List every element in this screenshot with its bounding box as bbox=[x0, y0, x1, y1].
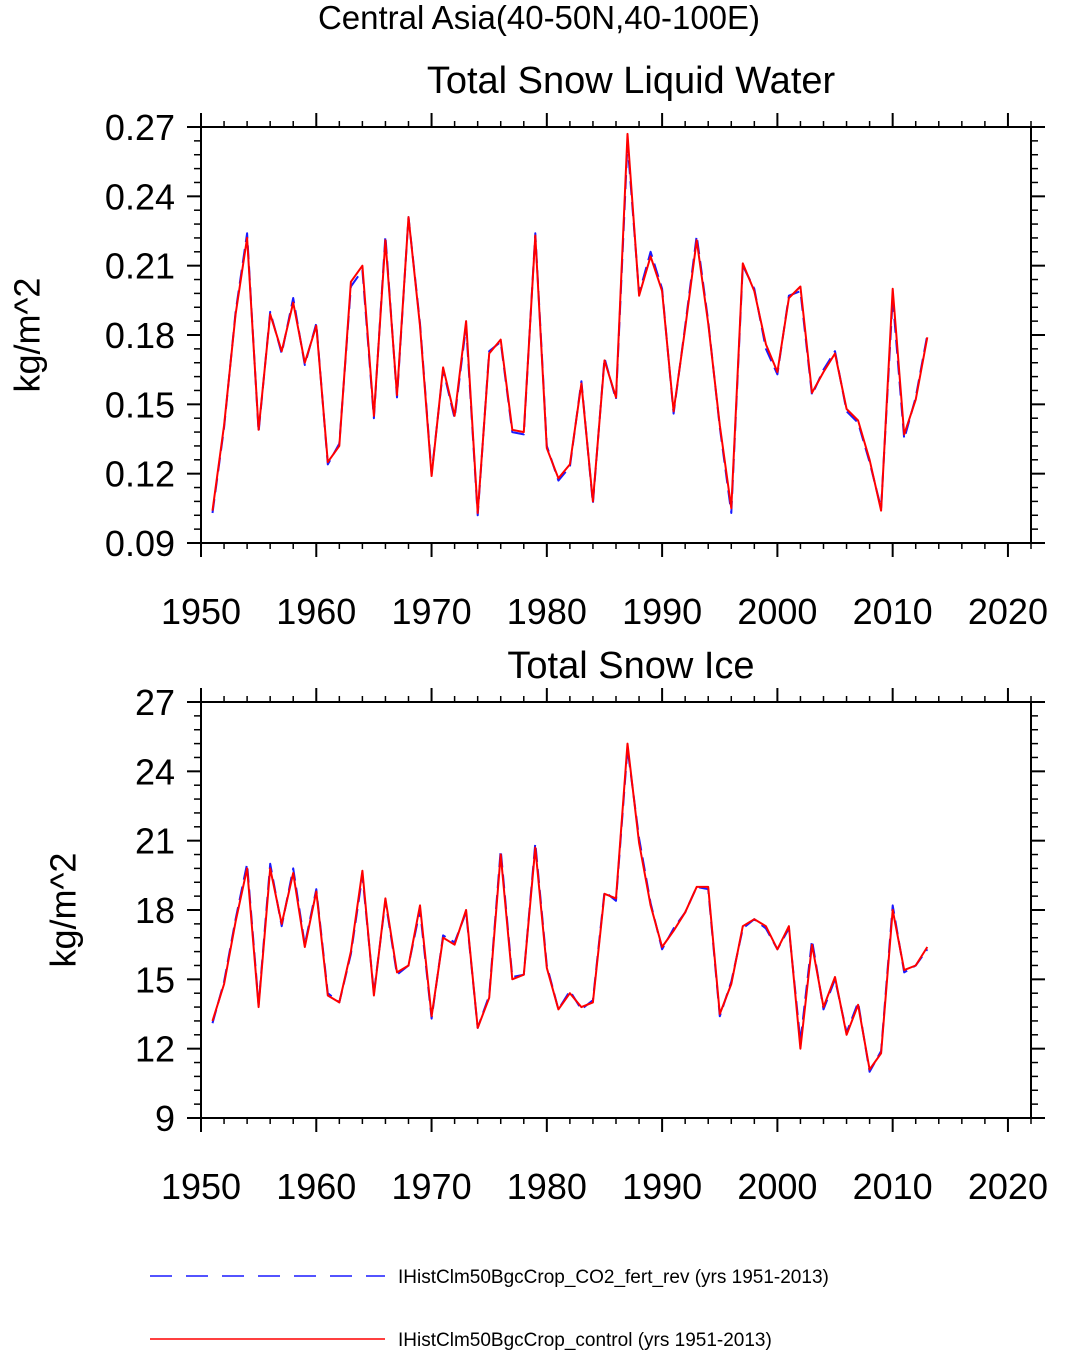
x-tick-label: 1980 bbox=[507, 1166, 587, 1207]
y-axis-label: kg/m^2 bbox=[43, 853, 84, 968]
y-tick-label: 0.15 bbox=[105, 384, 175, 425]
y-tick-label: 12 bbox=[135, 1029, 175, 1070]
x-tick-label: 1960 bbox=[276, 591, 356, 632]
y-tick-label: 27 bbox=[135, 682, 175, 723]
y-tick-label: 24 bbox=[135, 751, 175, 792]
x-tick-label: 1960 bbox=[276, 1166, 356, 1207]
x-tick-label: 1990 bbox=[622, 1166, 702, 1207]
x-tick-label: 1970 bbox=[392, 1166, 472, 1207]
x-tick-label: 2010 bbox=[853, 1166, 933, 1207]
chart-total-snow-liquid-water: Total Snow Liquid Water kg/m^2 1950 1960 197… bbox=[7, 60, 1048, 632]
x-tick-label: 2020 bbox=[968, 591, 1048, 632]
y-tick-label: 9 bbox=[155, 1098, 175, 1139]
x-tick-label: 1950 bbox=[161, 591, 241, 632]
figure-suptitle: Central Asia(40-50N,40-100E) bbox=[318, 0, 760, 36]
y-tick-label: 0.12 bbox=[105, 454, 175, 495]
series-line-control bbox=[211, 132, 929, 514]
y-tick-label: 21 bbox=[135, 821, 175, 862]
y-tick-label: 0.09 bbox=[105, 523, 175, 564]
legend-label-control: IHistClm50BgcCrop_control (yrs 1951-2013… bbox=[398, 1330, 772, 1351]
y-tick-label: 0.24 bbox=[105, 176, 175, 217]
x-tick-label: 2000 bbox=[737, 591, 817, 632]
x-tick-label: 2010 bbox=[853, 591, 933, 632]
x-tick-label: 2000 bbox=[737, 1166, 817, 1207]
y-tick-label: 18 bbox=[135, 890, 175, 931]
series-line-control bbox=[211, 742, 929, 1071]
x-tick-label: 1980 bbox=[507, 591, 587, 632]
y-tick-label: 0.21 bbox=[105, 246, 175, 287]
x-tick-label: 2020 bbox=[968, 1166, 1048, 1207]
x-tick-label: 1970 bbox=[392, 591, 472, 632]
legend: IHistClm50BgcCrop_CO2_fert_rev (yrs 1951… bbox=[150, 1267, 829, 1351]
series-line-co2-fert-rev bbox=[211, 747, 929, 1073]
x-tick-label: 1990 bbox=[622, 591, 702, 632]
legend-label-co2-fert-rev: IHistClm50BgcCrop_CO2_fert_rev (yrs 1951… bbox=[398, 1267, 829, 1288]
plot-frame bbox=[200, 126, 1032, 544]
y-tick-label: 15 bbox=[135, 959, 175, 1000]
chart-title: Total Snow Liquid Water bbox=[427, 60, 836, 102]
chart-title: Total Snow Ice bbox=[507, 645, 754, 687]
chart-total-snow-ice: Total Snow Ice kg/m^2 1950 1960 1970 1980 1990… bbox=[43, 645, 1048, 1207]
x-tick-label: 1950 bbox=[161, 1166, 241, 1207]
plot-frame bbox=[200, 701, 1032, 1119]
y-axis-label: kg/m^2 bbox=[7, 278, 48, 393]
y-tick-label: 0.18 bbox=[105, 315, 175, 356]
y-tick-label: 0.27 bbox=[105, 107, 175, 148]
